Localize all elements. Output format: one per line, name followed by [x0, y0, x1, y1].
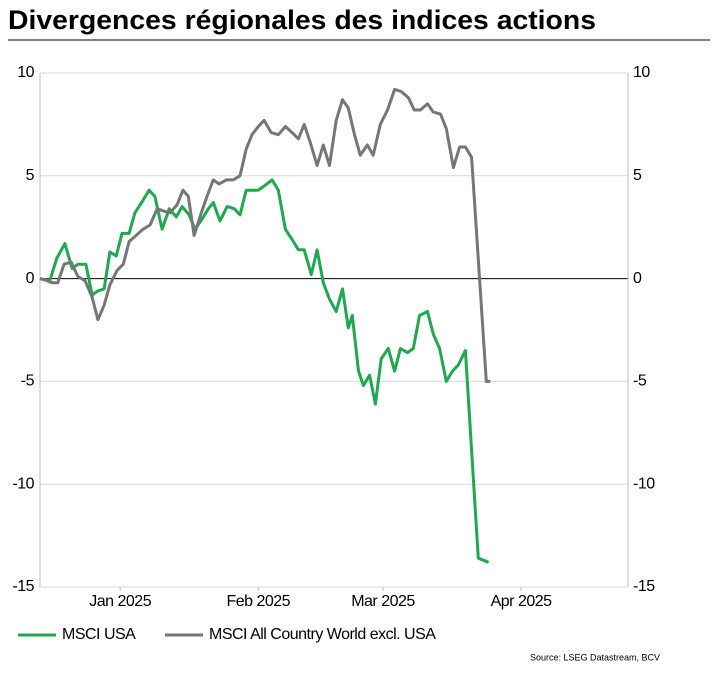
y2-tick-label: -5: [633, 373, 647, 390]
x-tick-label: Feb 2025: [226, 593, 290, 610]
y-tick-label: -15: [12, 578, 34, 595]
y2-tick-label: 0: [633, 270, 642, 287]
x-tick-label: Jan 2025: [89, 593, 151, 610]
chart-title: Divergences régionales des indices actio…: [8, 5, 596, 35]
y2-tick-label: 5: [633, 167, 642, 184]
series-line: [39, 178, 490, 564]
y2-tick-label: -10: [633, 475, 655, 492]
x-tick-label: Mar 2025: [351, 593, 415, 610]
series-line: [39, 87, 491, 383]
y-tick-label: 10: [17, 64, 34, 81]
y2-tick-label: 10: [633, 64, 650, 81]
y-tick-label: -10: [12, 475, 34, 492]
y2-tick-label: -15: [633, 578, 655, 595]
source-note: Source: LSEG Datastream, BCV: [530, 652, 660, 662]
y-tick-label: 0: [26, 270, 35, 287]
y-tick-label: 5: [26, 167, 35, 184]
legend-label: MSCI USA: [62, 626, 136, 643]
legend-label: MSCI All Country World excl. USA: [209, 626, 436, 643]
x-tick-label: Apr 2025: [491, 593, 553, 610]
y-tick-label: -5: [21, 373, 35, 390]
